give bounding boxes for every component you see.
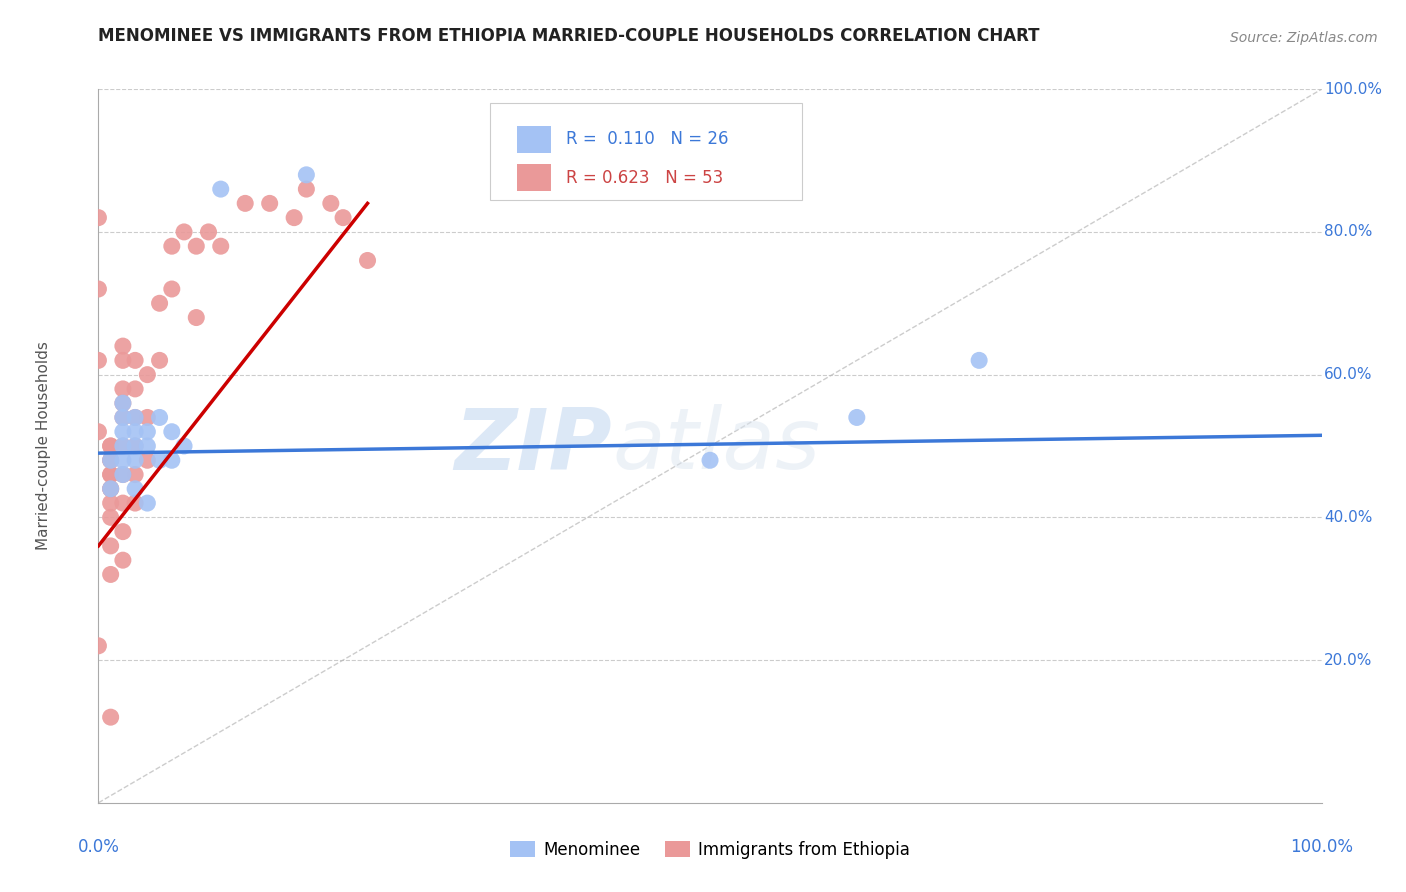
Point	[332, 211, 354, 225]
Point	[111, 410, 134, 425]
Point	[295, 168, 318, 182]
Point	[111, 353, 134, 368]
Point	[111, 467, 134, 482]
FancyBboxPatch shape	[517, 164, 551, 192]
Point	[209, 239, 232, 253]
Point	[160, 453, 183, 467]
Point	[111, 496, 134, 510]
Point	[149, 353, 172, 368]
Point	[87, 425, 110, 439]
Point	[160, 282, 183, 296]
FancyBboxPatch shape	[489, 103, 801, 200]
Point	[100, 482, 122, 496]
Point	[136, 410, 159, 425]
Text: 100.0%: 100.0%	[1324, 82, 1382, 96]
Point	[186, 239, 208, 253]
Text: Married-couple Households: Married-couple Households	[37, 342, 51, 550]
Point	[87, 211, 110, 225]
Point	[111, 439, 134, 453]
Point	[87, 353, 110, 368]
Point	[100, 482, 122, 496]
Point	[124, 496, 146, 510]
Point	[233, 196, 256, 211]
Point	[124, 425, 146, 439]
Point	[100, 496, 122, 510]
Point	[100, 567, 122, 582]
Point	[111, 382, 134, 396]
Point	[111, 453, 134, 467]
Text: R = 0.623   N = 53: R = 0.623 N = 53	[565, 169, 723, 187]
Point	[111, 439, 134, 453]
Point	[100, 467, 122, 482]
Point	[136, 496, 159, 510]
Point	[160, 239, 183, 253]
Point	[699, 453, 721, 467]
Point	[124, 482, 146, 496]
Text: R =  0.110   N = 26: R = 0.110 N = 26	[565, 130, 728, 148]
Point	[136, 368, 159, 382]
Point	[100, 453, 122, 467]
Point	[259, 196, 281, 211]
Point	[111, 410, 134, 425]
Text: 0.0%: 0.0%	[77, 838, 120, 856]
Point	[100, 453, 122, 467]
Point	[111, 467, 134, 482]
Point	[149, 296, 172, 310]
Point	[100, 510, 122, 524]
Point	[100, 439, 122, 453]
Point	[283, 211, 305, 225]
Point	[111, 553, 134, 567]
Point	[197, 225, 219, 239]
Point	[100, 439, 122, 453]
Point	[124, 410, 146, 425]
Text: 40.0%: 40.0%	[1324, 510, 1372, 524]
Point	[149, 453, 172, 467]
Point	[295, 182, 318, 196]
Point	[136, 453, 159, 467]
Text: MENOMINEE VS IMMIGRANTS FROM ETHIOPIA MARRIED-COUPLE HOUSEHOLDS CORRELATION CHAR: MENOMINEE VS IMMIGRANTS FROM ETHIOPIA MA…	[98, 27, 1040, 45]
Point	[100, 482, 122, 496]
Point	[124, 453, 146, 467]
Point	[160, 425, 183, 439]
Point	[149, 410, 172, 425]
Point	[100, 453, 122, 467]
Point	[100, 539, 122, 553]
Point	[136, 425, 159, 439]
Point	[136, 439, 159, 453]
Text: 80.0%: 80.0%	[1324, 225, 1372, 239]
Point	[186, 310, 208, 325]
Text: ZIP: ZIP	[454, 404, 612, 488]
Point	[111, 425, 134, 439]
Point	[100, 710, 122, 724]
Text: 20.0%: 20.0%	[1324, 653, 1372, 667]
Point	[124, 410, 146, 425]
Text: 100.0%: 100.0%	[1291, 838, 1353, 856]
Point	[111, 396, 134, 410]
Point	[356, 253, 378, 268]
Point	[124, 353, 146, 368]
Point	[111, 524, 134, 539]
Text: 60.0%: 60.0%	[1324, 368, 1372, 382]
Text: Source: ZipAtlas.com: Source: ZipAtlas.com	[1230, 30, 1378, 45]
Point	[124, 467, 146, 482]
Point	[173, 225, 195, 239]
Point	[87, 282, 110, 296]
Point	[124, 439, 146, 453]
Legend: Menominee, Immigrants from Ethiopia: Menominee, Immigrants from Ethiopia	[503, 835, 917, 866]
Point	[209, 182, 232, 196]
Point	[100, 467, 122, 482]
Point	[87, 639, 110, 653]
Point	[124, 382, 146, 396]
Point	[319, 196, 342, 211]
Point	[111, 396, 134, 410]
Point	[173, 439, 195, 453]
Point	[845, 410, 868, 425]
Point	[967, 353, 990, 368]
Point	[111, 339, 134, 353]
Point	[124, 439, 146, 453]
Text: atlas: atlas	[612, 404, 820, 488]
FancyBboxPatch shape	[517, 126, 551, 153]
